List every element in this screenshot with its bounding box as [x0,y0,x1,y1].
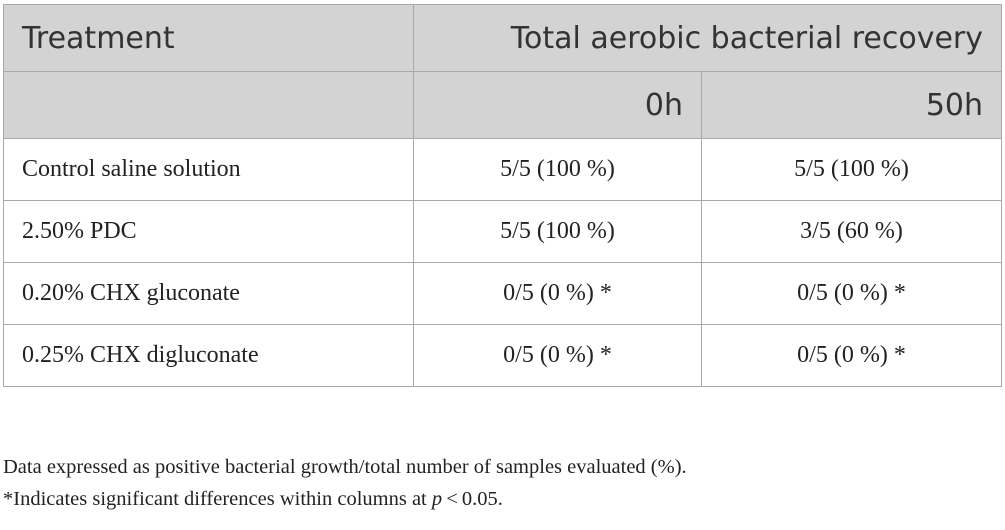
header-time-50h: 50h [700,71,1003,139]
value-50h-cell: 0/5 (0 %) * [700,324,1003,387]
table-body: Control saline solution 5/5 (100 %) 5/5 … [3,138,1003,387]
table-row: 2.50% PDC 5/5 (100 %) 3/5 (60 %) [3,200,1003,263]
table-header: Treatment Total aerobic bacterial recove… [3,4,1003,139]
results-table: Treatment Total aerobic bacterial recove… [3,4,1003,387]
value-0h-cell: 5/5 (100 %) [413,200,702,263]
footnote-data-expression: Data expressed as positive bacterial gro… [3,456,687,478]
treatment-cell: 0.25% CHX digluconate [3,324,414,387]
value-0h-cell: 0/5 (0 %) * [413,324,702,387]
header-row: Treatment Total aerobic bacterial recove… [3,4,1003,72]
table-row: 0.25% CHX digluconate 0/5 (0 %) * 0/5 (0… [3,324,1003,387]
table-row: Control saline solution 5/5 (100 %) 5/5 … [3,138,1003,201]
value-0h-cell: 0/5 (0 %) * [413,262,702,325]
table-row: 0.20% CHX gluconate 0/5 (0 %) * 0/5 (0 %… [3,262,1003,325]
treatment-cell: 2.50% PDC [3,200,414,263]
value-50h-cell: 0/5 (0 %) * [700,262,1003,325]
footnote-significance-prefix: *Indicates significant differences withi… [3,488,432,510]
header-treatment: Treatment [3,4,414,72]
treatment-cell: Control saline solution [3,138,414,201]
header-blank [3,71,414,139]
footnote-significance: *Indicates significant differences withi… [3,483,1001,515]
header-recovery: Total aerobic bacterial recovery [412,4,1003,72]
subheader-row: 0h 50h [3,71,1003,139]
header-time-0h: 0h [413,71,702,139]
value-50h-cell: 3/5 (60 %) [700,200,1003,263]
value-50h-cell: 5/5 (100 %) [700,138,1003,201]
treatment-cell: 0.20% CHX gluconate [3,262,414,325]
table-footnotes: Data expressed as positive bacterial gro… [3,451,1001,515]
value-0h-cell: 5/5 (100 %) [413,138,702,201]
footnote-p-variable: p [431,488,443,510]
footnote-significance-suffix: < 0.05. [442,488,503,510]
